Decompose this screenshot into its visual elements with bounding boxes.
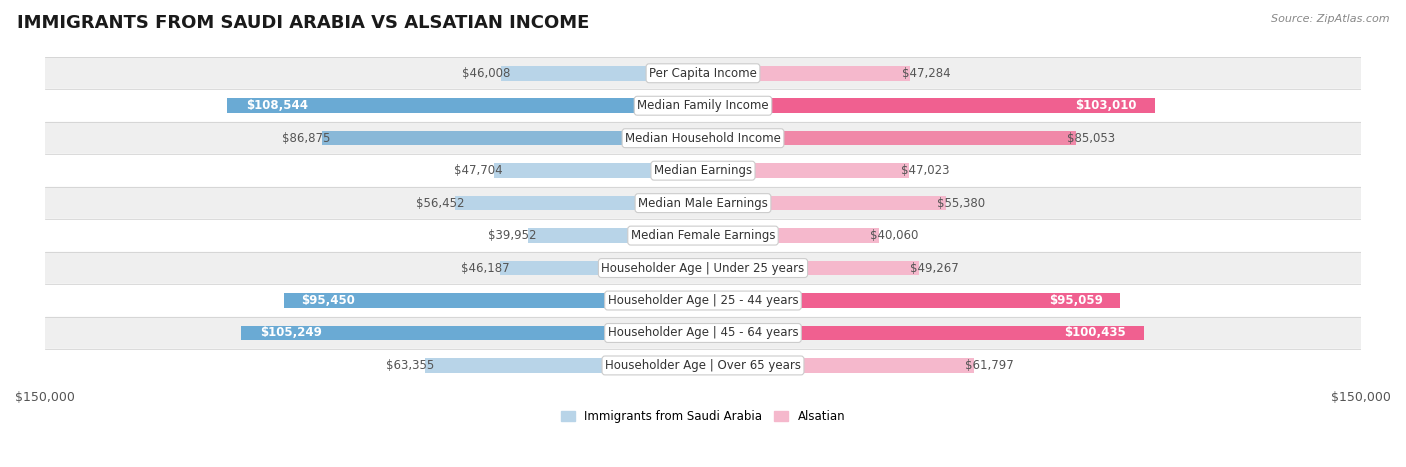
Text: Median Household Income: Median Household Income xyxy=(626,132,780,145)
Bar xyxy=(703,228,879,243)
Bar xyxy=(703,261,920,276)
Bar xyxy=(703,325,1143,340)
Bar xyxy=(242,325,703,340)
Text: Median Earnings: Median Earnings xyxy=(654,164,752,177)
Text: Householder Age | 25 - 44 years: Householder Age | 25 - 44 years xyxy=(607,294,799,307)
Bar xyxy=(45,349,1361,382)
Text: IMMIGRANTS FROM SAUDI ARABIA VS ALSATIAN INCOME: IMMIGRANTS FROM SAUDI ARABIA VS ALSATIAN… xyxy=(17,14,589,32)
Bar xyxy=(527,228,703,243)
Text: $56,452: $56,452 xyxy=(416,197,464,210)
Text: $40,060: $40,060 xyxy=(870,229,918,242)
Bar xyxy=(425,358,703,373)
Text: $61,797: $61,797 xyxy=(966,359,1014,372)
Bar xyxy=(501,66,703,81)
Bar xyxy=(703,293,1121,308)
Text: Householder Age | 45 - 64 years: Householder Age | 45 - 64 years xyxy=(607,326,799,340)
Text: Median Family Income: Median Family Income xyxy=(637,99,769,112)
Text: Median Female Earnings: Median Female Earnings xyxy=(631,229,775,242)
Text: $39,952: $39,952 xyxy=(488,229,537,242)
Bar xyxy=(703,196,946,211)
Text: Householder Age | Under 25 years: Householder Age | Under 25 years xyxy=(602,262,804,275)
Text: Per Capita Income: Per Capita Income xyxy=(650,67,756,80)
Text: $47,023: $47,023 xyxy=(900,164,949,177)
Bar xyxy=(494,163,703,178)
Bar xyxy=(45,252,1361,284)
Bar xyxy=(456,196,703,211)
Bar xyxy=(703,163,910,178)
Text: $63,355: $63,355 xyxy=(385,359,434,372)
Text: $85,053: $85,053 xyxy=(1067,132,1115,145)
Bar xyxy=(45,317,1361,349)
Bar xyxy=(45,122,1361,155)
Text: $108,544: $108,544 xyxy=(246,99,308,112)
Text: Householder Age | Over 65 years: Householder Age | Over 65 years xyxy=(605,359,801,372)
Bar xyxy=(703,66,911,81)
Text: $95,059: $95,059 xyxy=(1049,294,1104,307)
Bar xyxy=(501,261,703,276)
Bar xyxy=(45,57,1361,90)
Text: $47,704: $47,704 xyxy=(454,164,502,177)
Text: $86,875: $86,875 xyxy=(283,132,330,145)
Text: Median Male Earnings: Median Male Earnings xyxy=(638,197,768,210)
Text: $55,380: $55,380 xyxy=(938,197,986,210)
Legend: Immigrants from Saudi Arabia, Alsatian: Immigrants from Saudi Arabia, Alsatian xyxy=(555,405,851,428)
Text: $49,267: $49,267 xyxy=(910,262,959,275)
Bar xyxy=(703,358,974,373)
Text: $47,284: $47,284 xyxy=(901,67,950,80)
Text: $46,008: $46,008 xyxy=(461,67,510,80)
Bar xyxy=(703,99,1154,113)
Bar xyxy=(703,131,1076,146)
Bar xyxy=(45,155,1361,187)
Bar xyxy=(226,99,703,113)
Bar xyxy=(45,219,1361,252)
Bar xyxy=(284,293,703,308)
Text: $95,450: $95,450 xyxy=(301,294,354,307)
Text: $103,010: $103,010 xyxy=(1076,99,1137,112)
Text: Source: ZipAtlas.com: Source: ZipAtlas.com xyxy=(1271,14,1389,24)
Bar xyxy=(45,90,1361,122)
Text: $105,249: $105,249 xyxy=(260,326,322,340)
Bar xyxy=(45,284,1361,317)
Bar xyxy=(322,131,703,146)
Text: $46,187: $46,187 xyxy=(461,262,509,275)
Bar xyxy=(45,187,1361,219)
Text: $100,435: $100,435 xyxy=(1064,326,1126,340)
